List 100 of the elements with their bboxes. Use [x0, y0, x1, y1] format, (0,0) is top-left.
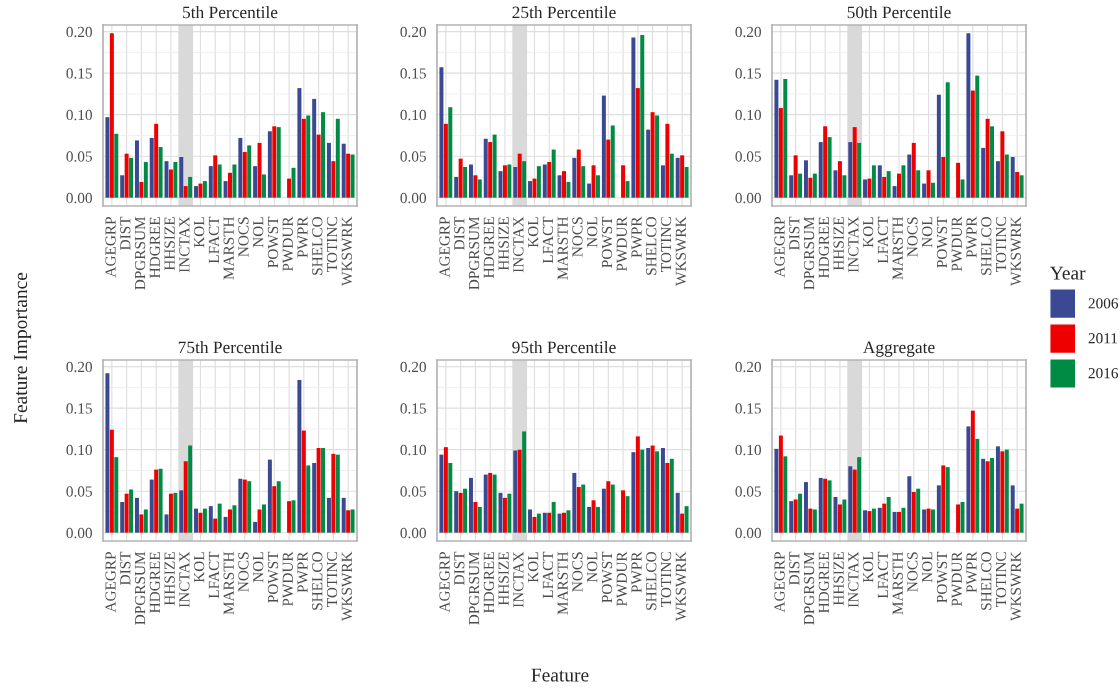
bar: [995, 446, 1000, 533]
x-tick-label: DIST: [789, 216, 800, 250]
bar: [443, 447, 448, 533]
bar: [576, 149, 581, 198]
legend-label: 2011: [1088, 333, 1118, 344]
bar: [522, 431, 527, 533]
bar: [208, 166, 213, 198]
bar: [669, 153, 674, 198]
bar: [995, 161, 1000, 198]
bar: [536, 513, 541, 533]
bar: [981, 458, 986, 533]
bar: [454, 176, 459, 198]
bar: [242, 152, 247, 198]
x-tick-label: PWDUR: [616, 216, 627, 272]
bar: [911, 492, 916, 533]
bar: [606, 481, 611, 533]
bar: [350, 154, 355, 198]
bar: [882, 176, 887, 198]
bar: [823, 126, 828, 198]
x-tick-label: WKSWRK: [341, 551, 353, 621]
x-tick-label: LFACT: [208, 551, 220, 599]
bar: [587, 183, 592, 198]
x-tick-label: NOL: [922, 552, 933, 583]
bar: [488, 142, 493, 198]
bar: [477, 506, 482, 533]
x-tick-label: SHELCO: [981, 552, 992, 610]
bar: [557, 175, 562, 198]
bar: [793, 155, 798, 198]
x-tick-label: HHSIZE: [164, 552, 175, 606]
bar: [253, 166, 258, 198]
bar: [842, 499, 847, 533]
bar: [1019, 503, 1024, 533]
legend-label: 2016: [1088, 367, 1119, 379]
bar: [483, 474, 488, 533]
x-tick-label: INCTAX: [179, 551, 190, 608]
bar: [238, 478, 243, 533]
bar: [640, 34, 645, 198]
bar: [848, 466, 853, 533]
x-tick-label: DIST: [120, 551, 131, 585]
bar: [857, 142, 862, 198]
bar: [247, 145, 252, 198]
bar: [458, 158, 463, 198]
bar: [621, 490, 626, 533]
bar: [941, 465, 946, 533]
x-tick-label: DIST: [454, 216, 465, 250]
bar: [926, 508, 931, 533]
y-tick-label: 0.00: [66, 527, 92, 539]
x-tick-label: AGEGRP: [105, 217, 116, 278]
bar: [985, 118, 990, 198]
bar: [1004, 154, 1009, 198]
x-tick-label: PWDUR: [282, 551, 293, 607]
y-tick-label: 0.05: [66, 151, 92, 162]
x-tick-label: POWST: [601, 216, 613, 268]
bar: [581, 166, 586, 198]
bar: [911, 142, 916, 198]
bar: [665, 123, 670, 198]
bar: [331, 453, 336, 533]
bar: [532, 516, 537, 533]
bar: [818, 477, 823, 533]
bar: [551, 501, 556, 533]
bar: [492, 474, 497, 533]
bar: [217, 164, 222, 198]
bar: [232, 164, 237, 198]
bar: [198, 183, 203, 198]
bar: [143, 162, 148, 198]
bar: [528, 181, 533, 198]
y-tick-label: 0.00: [400, 527, 426, 539]
bar: [202, 508, 207, 533]
bar: [892, 186, 897, 198]
bar: [975, 438, 980, 533]
x-tick-label: KOL: [528, 552, 539, 583]
x-tick-label: HHSIZE: [498, 552, 509, 606]
legend-title: Year: [1049, 266, 1086, 280]
bar: [179, 157, 184, 198]
bar: [650, 112, 655, 198]
bar: [287, 501, 292, 533]
bar: [684, 166, 689, 198]
bar: [536, 166, 541, 198]
bar: [238, 137, 243, 198]
bar: [871, 508, 876, 533]
bar: [808, 508, 813, 533]
bar: [335, 454, 340, 533]
x-tick-label: AGEGRP: [439, 217, 450, 278]
bar: [139, 514, 144, 533]
y-tick-label: 0.10: [735, 109, 761, 121]
bar: [439, 454, 444, 533]
x-tick-label: WKSWRK: [675, 216, 687, 286]
x-tick-label: MARSTH: [223, 551, 234, 615]
x-tick-label: NOCS: [907, 552, 918, 592]
bar: [595, 175, 600, 198]
x-tick-label: POWST: [267, 216, 279, 268]
bar: [458, 492, 463, 533]
bar: [669, 458, 674, 533]
x-tick-label: MARSTH: [557, 551, 568, 615]
x-tick-label: PWDUR: [951, 216, 962, 272]
bar: [448, 107, 453, 198]
bar: [149, 137, 154, 198]
bar: [507, 164, 512, 198]
bar: [852, 127, 857, 198]
bar: [601, 95, 606, 198]
